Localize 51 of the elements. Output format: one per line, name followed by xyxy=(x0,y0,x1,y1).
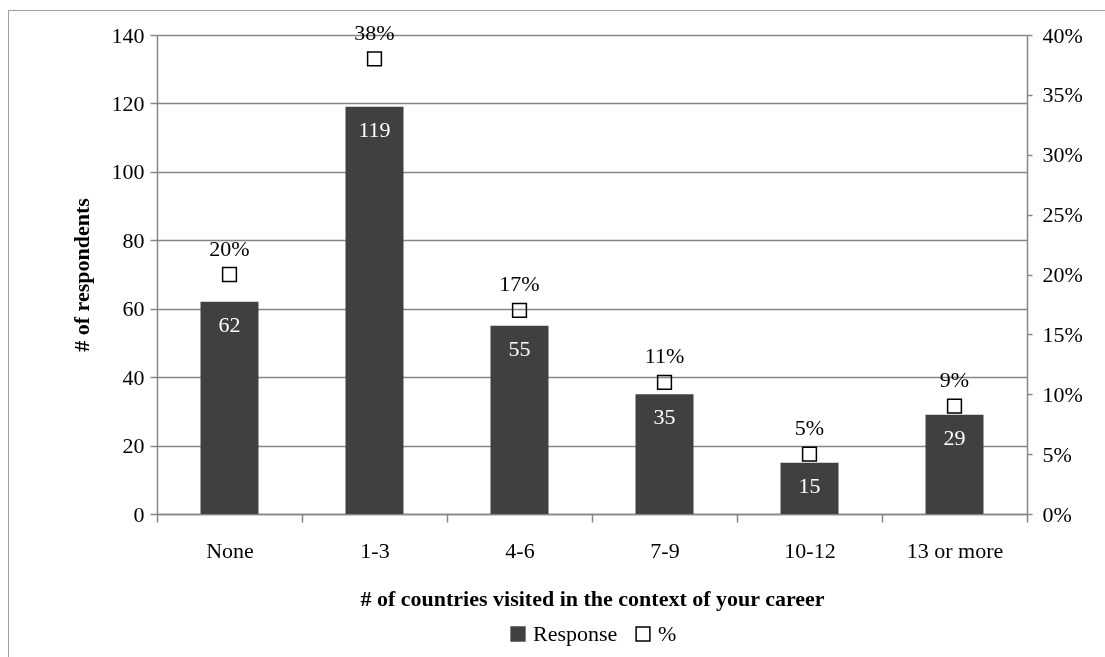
legend-label: Response xyxy=(533,621,618,646)
x-tick-label: 13 or more xyxy=(906,537,1004,563)
point xyxy=(656,374,673,390)
bar xyxy=(925,414,984,514)
point xyxy=(366,51,383,67)
point xyxy=(946,398,963,414)
point xyxy=(511,302,528,319)
y-tick-label: 60 xyxy=(122,296,145,322)
data-label: 38% xyxy=(354,19,395,45)
bar xyxy=(200,301,259,514)
x-axis-title: # of countries visited in the context of your career xyxy=(360,585,825,611)
y-tick-label: 80 xyxy=(122,227,145,253)
x-tick-label: 10-12 xyxy=(784,537,836,563)
y2-tick-label: 5% xyxy=(1042,441,1072,467)
y-tick-label: 20 xyxy=(122,433,145,459)
bar xyxy=(635,394,694,514)
y-tick-label: 120 xyxy=(111,90,145,116)
bar xyxy=(490,325,549,514)
data-label: 29 xyxy=(943,424,966,450)
data-label: 20% xyxy=(209,235,250,261)
y2-tick-label: 40% xyxy=(1042,22,1083,48)
data-label: 11% xyxy=(644,343,685,369)
y-tick-label: 40 xyxy=(122,364,145,390)
y-tick-label: 100 xyxy=(111,159,145,185)
y-tick-label: 140 xyxy=(111,22,145,48)
y-axis-title: # of respondents xyxy=(68,197,94,352)
point xyxy=(801,446,818,462)
x-tick-label: None xyxy=(206,537,254,563)
y2-tick-label: 20% xyxy=(1042,262,1083,287)
legend-label: % xyxy=(658,621,677,646)
data-label: 35 xyxy=(653,404,676,430)
bar xyxy=(780,462,839,514)
point xyxy=(221,266,238,283)
data-label: 5% xyxy=(794,415,825,441)
y2-tick-label: 35% xyxy=(1042,82,1083,108)
y2-tick-label: 25% xyxy=(1042,202,1083,228)
y2-tick-label: 30% xyxy=(1042,142,1083,168)
x-tick-label: 1-3 xyxy=(360,537,390,563)
x-tick-label: 7-9 xyxy=(650,537,680,563)
x-tick-label: 4-6 xyxy=(505,537,535,563)
y2-tick-label: 15% xyxy=(1042,321,1083,347)
y-tick-label: 0 xyxy=(133,501,145,527)
data-label: 17% xyxy=(499,271,540,297)
data-label: 62 xyxy=(218,311,241,337)
data-label: 119 xyxy=(358,116,391,142)
y2-tick-label: 0% xyxy=(1042,501,1072,527)
y2-tick-label: 10% xyxy=(1042,381,1083,407)
bar xyxy=(345,106,404,514)
data-label: 9% xyxy=(939,367,970,393)
data-label: 55 xyxy=(508,335,531,361)
data-label: 15 xyxy=(798,472,821,498)
